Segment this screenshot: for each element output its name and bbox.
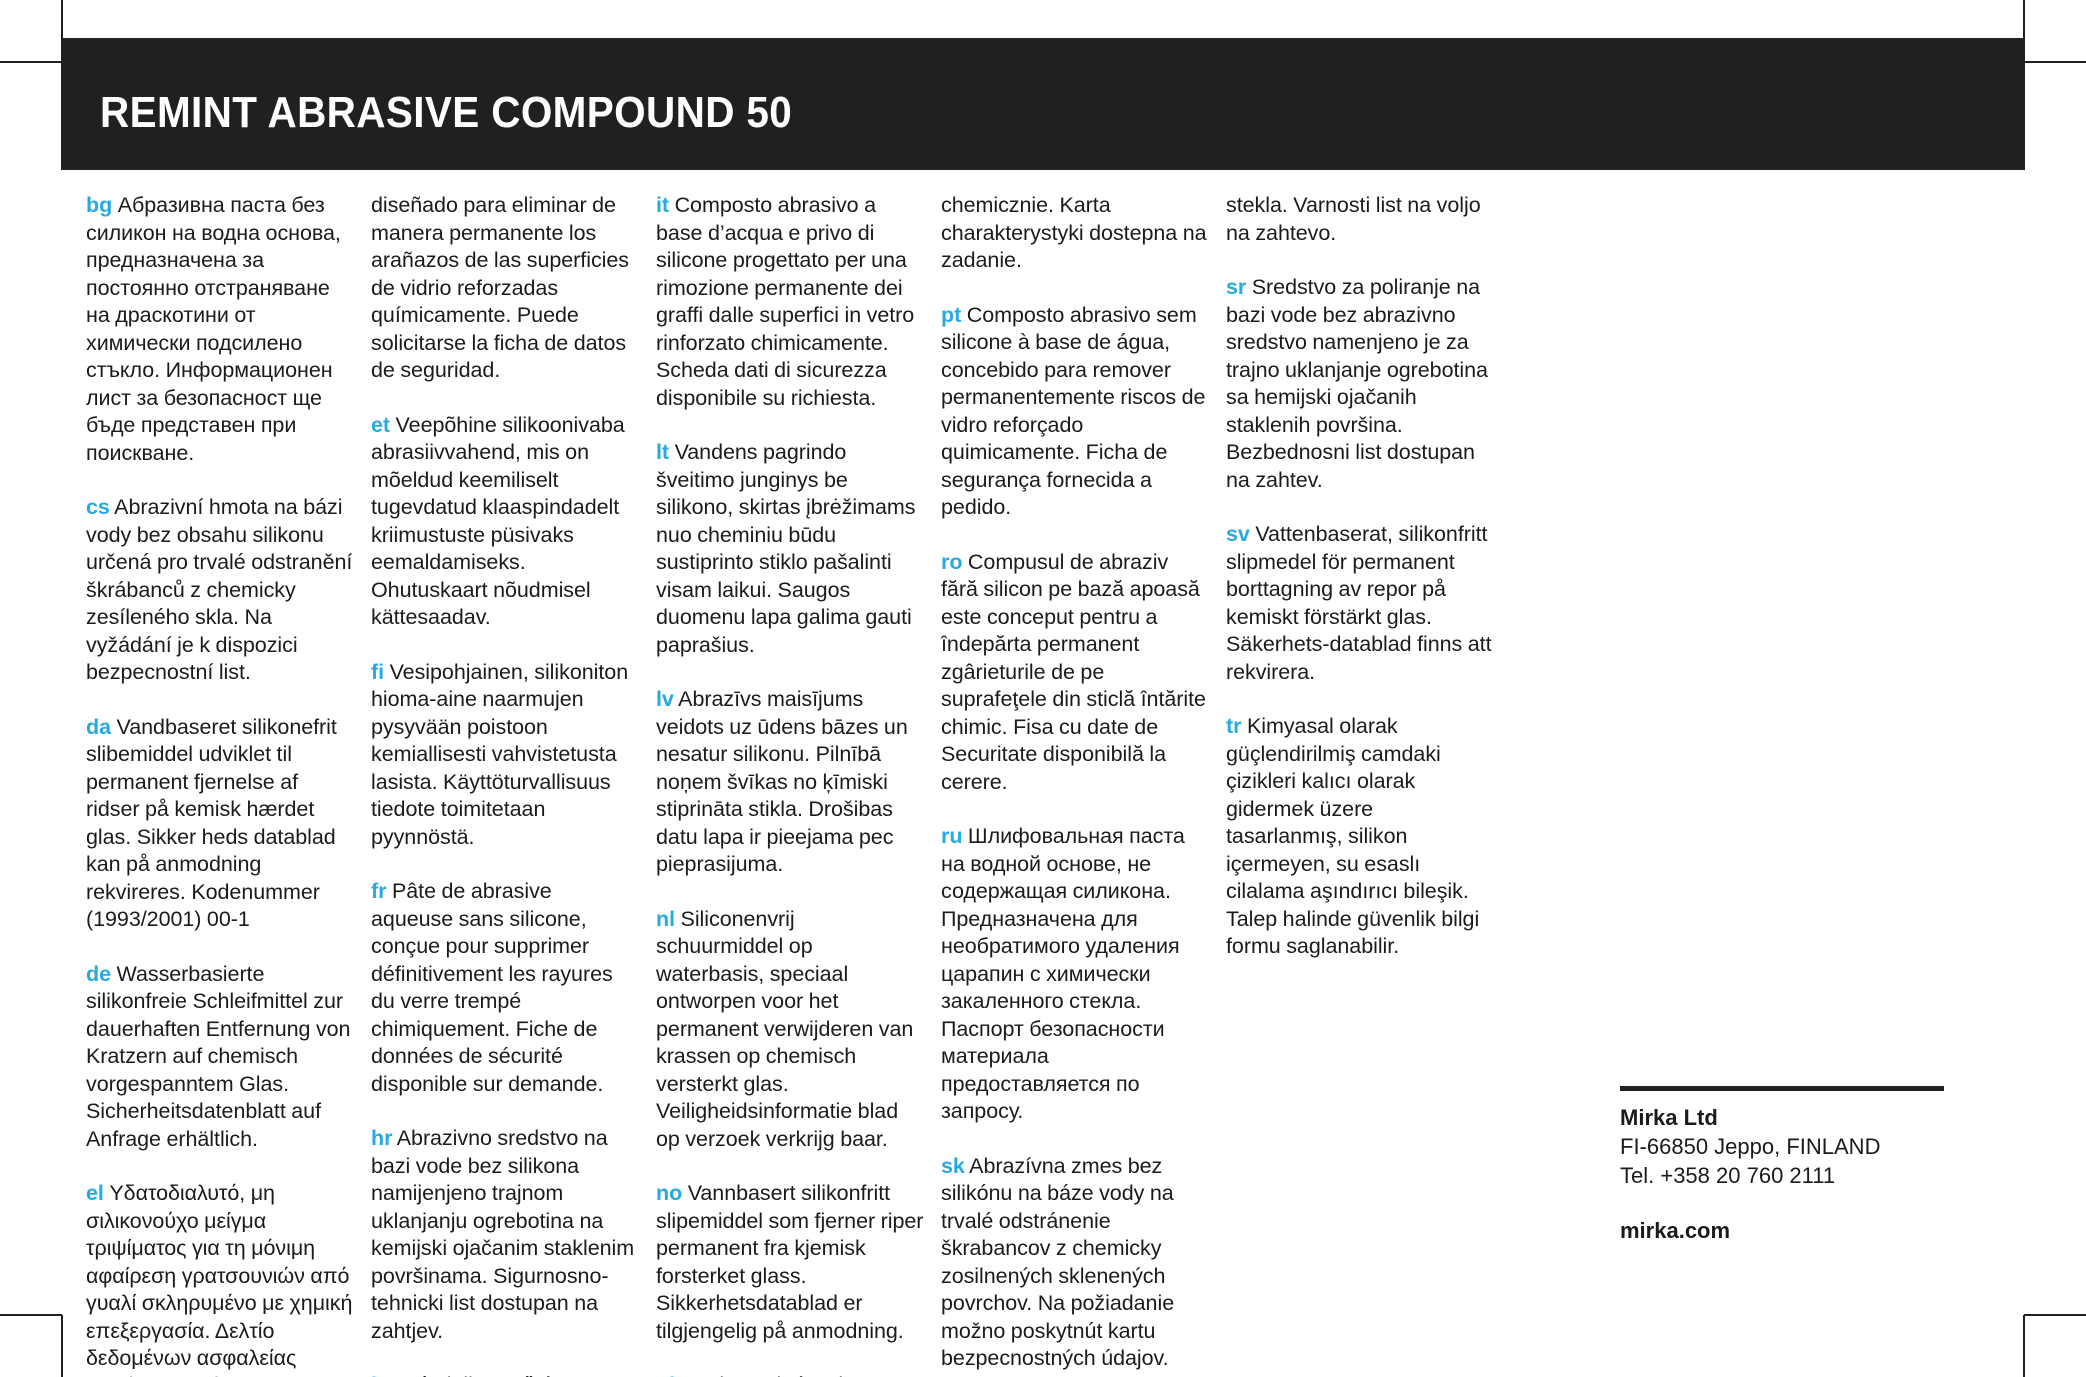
language-code-no: no [656, 1181, 683, 1205]
language-text-sk: Abrazívna zmes bez silikónu na báze vody… [941, 1153, 1175, 1371]
language-entry-de: de Wasserbasierte silikonfreie Schleifmi… [86, 961, 354, 1154]
language-entry-sv: sv Vattenbaserat, silikonfritt slipmedel… [1226, 521, 1494, 686]
language-code-el: el [86, 1181, 104, 1205]
language-text-da: Vandbaseret silikonefrit slibemiddel udv… [86, 714, 337, 932]
company-name: Mirka Ltd [1620, 1105, 1718, 1130]
language-text-pl-continued: chemicznie. Karta charakterystyki dostep… [941, 193, 1207, 272]
language-code-da: da [86, 714, 111, 739]
company-divider-rule [1620, 1086, 1944, 1091]
language-text-sv: Vattenbaserat, silikonfritt slipmedel fö… [1226, 522, 1492, 684]
language-column-2: diseñado para eliminar de manera permane… [371, 192, 639, 1377]
language-text-tr: Kimyasal olarak güçlendirilmiş camdaki ç… [1226, 714, 1480, 958]
language-text-nl: Siliconenvrij schuurmiddel op waterbasis… [656, 906, 914, 1151]
language-code-hu: hu [371, 1373, 397, 1377]
language-code-lt: lt [656, 440, 670, 464]
language-text-ru: Шлифовальная паста на водной основе, не … [941, 824, 1185, 1123]
language-text-sr: Sredstvo za poliranje na bazi vode bez a… [1226, 275, 1488, 492]
crop-mark-top-left-vertical [61, 0, 63, 62]
company-website: mirka.com [1620, 1218, 1731, 1243]
page-title: REMINT ABRASIVE COMPOUND 50 [100, 88, 793, 137]
language-entry-hr: hr Abrazivno sredstvo na bazi vode bez s… [371, 1125, 639, 1345]
language-text-no: Vannbasert silikonfritt slipemiddel som … [656, 1181, 924, 1343]
language-column-5: stekla. Varnosti list na voljo na zahtev… [1226, 192, 1494, 1377]
language-code-bg: bg [86, 193, 113, 217]
language-entry-sr: sr Sredstvo za poliranje na bazi vode be… [1226, 274, 1494, 494]
language-entry-ro: ro Compusul de abraziv fără silicon pe b… [941, 549, 1209, 797]
language-entry-nl: nl Siliconenvrij schuurmiddel op waterba… [656, 906, 924, 1154]
language-text-hu: Kémiailag erősített üveg karcolásainak v… [371, 1373, 632, 1377]
crop-mark-top-right-vertical [2023, 0, 2025, 62]
language-code-ro: ro [941, 549, 963, 574]
language-entry-cs: cs Abrazivní hmota na bázi vody bez obsa… [86, 494, 354, 687]
company-info-block: Mirka Ltd FI-66850 Jeppo, FINLAND Tel. +… [1620, 1086, 1944, 1245]
language-code-cs: cs [86, 495, 110, 519]
language-code-fi: fi [371, 659, 385, 684]
language-code-ru: ru [941, 824, 963, 848]
language-entry-no: no Vannbasert silikonfritt slipemiddel s… [656, 1180, 924, 1345]
crop-mark-bottom-right-vertical [2023, 1315, 2025, 1377]
crop-mark-bottom-left-horizontal [0, 1314, 62, 1316]
language-text-ro: Compusul de abraziv fără silicon pe bază… [941, 549, 1206, 794]
language-text-lv: Abrazīvs maisījums veidots uz ūdens bāze… [656, 687, 908, 876]
language-entry-el: el Υδατοδιαλυτό, μη σιλικονούχο μείγμα τ… [86, 1180, 354, 1377]
crop-mark-bottom-right-horizontal [2024, 1314, 2086, 1316]
language-text-el: Υδατοδιαλυτό, μη σιλικονούχο μείγμα τριψ… [86, 1181, 353, 1377]
language-code-sr: sr [1226, 275, 1247, 299]
language-column-4: chemicznie. Karta charakterystyki dostep… [941, 192, 1209, 1377]
language-entry-hu: hu Kémiailag erősített üveg karcolásaina… [371, 1372, 639, 1377]
language-text-pt: Composto abrasivo sem silicone à base de… [941, 302, 1206, 520]
language-entry-et: et Veepõhine silikoonivaba abrasiivvahen… [371, 412, 639, 632]
language-text-de: Wasserbasierte silikonfreie Schleifmitte… [86, 961, 351, 1151]
crop-mark-bottom-left-vertical [61, 1315, 63, 1377]
language-entry-da: da Vandbaseret silikonefrit slibemiddel … [86, 714, 354, 934]
language-entry-tr: tr Kimyasal olarak güçlendirilmiş camdak… [1226, 713, 1494, 961]
language-entry-fr: fr Pâte de abrasive aqueuse sans silicon… [371, 878, 639, 1098]
header-band: REMINT ABRASIVE COMPOUND 50 [61, 38, 2025, 170]
language-code-de: de [86, 961, 111, 986]
language-code-pt: pt [941, 302, 962, 327]
language-entry-ru: ru Шлифовальная паста на водной основе, … [941, 823, 1209, 1126]
language-entry-fi: fi Vesipohjainen, silikoniton hioma-aine… [371, 659, 639, 852]
language-code-et: et [371, 412, 391, 437]
language-code-sk: sk [941, 1153, 965, 1178]
language-text-bg: Абразивна паста без силикон на водна осн… [86, 193, 341, 465]
language-entry-lv: lv Abrazīvs maisījums veidots uz ūdens b… [656, 686, 924, 879]
language-entry-it: it Composto abrasivo a base d’acqua e pr… [656, 192, 924, 412]
company-phone: Tel. +358 20 760 2111 [1620, 1163, 1836, 1188]
language-columns: bg Абразивна паста без силикон на водна … [86, 192, 2002, 1377]
language-entry-pt: pt Composto abrasivo sem silicone à base… [941, 302, 1209, 522]
language-text-cs: Abrazivní hmota na bázi vody bez obsahu … [86, 495, 353, 684]
language-text-fr: Pâte de abrasive aqueuse sans silicone, … [371, 879, 613, 1096]
language-column-1: bg Абразивна паста без силикон на водна … [86, 192, 354, 1377]
language-code-tr: tr [1226, 714, 1242, 738]
language-entry-pl: pl Wodorozcieńczalny, niezawierający sil… [656, 1372, 924, 1377]
language-column-3: it Composto abrasivo a base d’acqua e pr… [656, 192, 924, 1377]
language-text-it: Composto abrasivo a base d’acqua e privo… [656, 193, 915, 410]
language-code-it: it [656, 193, 670, 217]
crop-mark-top-right-horizontal [2024, 61, 2086, 63]
language-code-fr: fr [371, 879, 387, 903]
language-code-lv: lv [656, 687, 674, 711]
language-code-hr: hr [371, 1126, 393, 1150]
language-text-pl: Wodorozcieńczalny, niezawierający siliko… [656, 1373, 915, 1377]
language-code-sv: sv [1226, 522, 1250, 546]
language-text-lt: Vandens pagrindo šveitimo junginys be si… [656, 440, 916, 657]
language-text-es-continued: diseñado para eliminar de manera permane… [371, 193, 629, 382]
language-text-fi: Vesipohjainen, silikoniton hioma-aine na… [371, 659, 629, 849]
language-entry-lt: lt Vandens pagrindo šveitimo junginys be… [656, 439, 924, 659]
language-entry-bg: bg Абразивна паста без силикон на водна … [86, 192, 354, 467]
language-text-sl-continued: stekla. Varnosti list na voljo na zahtev… [1226, 193, 1481, 245]
company-address: FI-66850 Jeppo, FINLAND [1620, 1134, 1881, 1159]
language-code-pl: pl [656, 1373, 675, 1377]
language-text-hr: Abrazivno sredstvo na bazi vode bez sili… [371, 1126, 635, 1343]
crop-mark-top-left-horizontal [0, 61, 62, 63]
language-entry-sk: sk Abrazívna zmes bez silikónu na báze v… [941, 1153, 1209, 1373]
language-text-et: Veepõhine silikoonivaba abrasiivvahend, … [371, 412, 625, 630]
language-code-nl: nl [656, 906, 676, 931]
